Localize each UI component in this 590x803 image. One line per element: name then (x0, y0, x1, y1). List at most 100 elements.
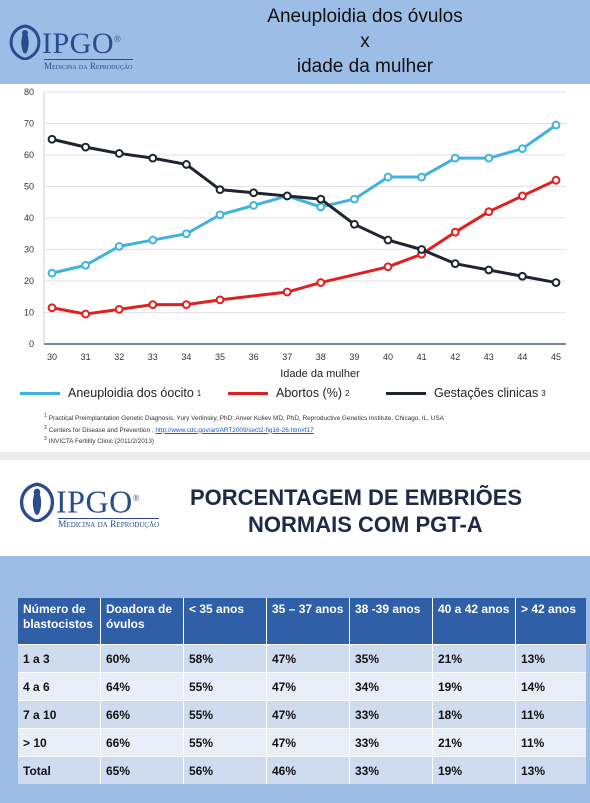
y-tick-label: 30 (24, 245, 34, 255)
data-point-1 (383, 262, 393, 272)
table-cell: 46% (266, 756, 350, 784)
data-point-1 (81, 309, 90, 319)
data-point-1 (518, 191, 527, 201)
series-line-2 (51, 137, 557, 285)
table-cell: 19% (432, 756, 516, 784)
legend-label-gestacoes: Gestações clinicas (434, 386, 539, 400)
data-point-2 (249, 188, 259, 198)
x-tick-label: 43 (484, 352, 494, 362)
y-tick-label: 80 (24, 87, 34, 97)
ipgo-emblem-icon (20, 482, 54, 522)
data-point-2 (114, 149, 124, 158)
data-point-1 (47, 303, 57, 313)
x-tick-label: 44 (517, 352, 527, 362)
x-tick-label: 35 (215, 352, 225, 362)
y-tick-label: 50 (24, 182, 34, 192)
table-cell: 18% (432, 700, 516, 729)
table-cell: 33% (349, 728, 433, 757)
table-cell: 55% (183, 728, 267, 757)
data-point-1 (282, 287, 292, 297)
reference-1: 1 Practical Preimplantation Genetic Diagn… (44, 413, 444, 423)
column-header: > 42 anos (515, 598, 586, 645)
data-point-2 (417, 245, 427, 254)
data-point-0 (484, 153, 494, 163)
table-cell: 55% (183, 700, 267, 729)
series-line-0 (51, 123, 557, 275)
x-tick-label: 32 (114, 352, 124, 362)
table-cell: 19% (432, 672, 516, 701)
data-point-1 (182, 300, 191, 310)
chart-title-line2: x (360, 31, 370, 52)
table-title: PORCENTAGEM DE EMBRIÕES NORMAIS COM PGT-… (190, 484, 522, 538)
x-tick-label: 31 (81, 352, 91, 362)
data-point-2 (450, 259, 460, 269)
table-cell: 56% (183, 756, 267, 784)
legend-item-aneuploidia: Aneuploidia dos óocito 1 (20, 386, 201, 400)
table-row: 4 a 6 64% 55% 47% 34% 19% 14% (18, 672, 586, 701)
data-point-2 (518, 271, 527, 281)
data-point-1 (215, 295, 225, 305)
table-cell: 58% (183, 644, 267, 673)
data-point-1 (148, 300, 158, 310)
reference-2: 2 Centers for Disease and Prevention , ht… (44, 424, 314, 434)
data-point-2 (148, 153, 158, 163)
ipgo-logo-2: IPGO® Medicina da Reprodução (18, 482, 160, 530)
x-axis-label: Idade da mulher (280, 368, 360, 380)
table-cell: Total (18, 756, 101, 784)
legend-item-gestacoes: Gestações clinicas 3 (386, 386, 546, 400)
column-header: 35 – 37 anos (266, 598, 350, 645)
ipgo-emblem-icon (9, 24, 41, 60)
logo-tagline: Medicina da Reprodução (58, 517, 160, 530)
data-point-0 (215, 210, 225, 220)
data-point-2 (383, 235, 393, 245)
data-point-2 (182, 160, 191, 169)
table-cell: 55% (183, 672, 267, 701)
data-point-2 (215, 185, 225, 195)
data-point-0 (182, 229, 191, 239)
line-chart: 0 10 20 30 40 50 60 70 80 30 31 32 33 34 35 36 37 38 39 40 4… (24, 87, 566, 380)
table-title-line1: PORCENTAGEM DE EMBRIÕES (190, 485, 523, 510)
data-point-1 (316, 278, 326, 287)
logo-wordmark: IPGO® (42, 27, 122, 60)
data-point-1 (484, 207, 494, 217)
data-point-0 (81, 260, 90, 270)
data-point-2 (47, 134, 57, 144)
table-cell: 21% (432, 644, 516, 673)
table-row: > 10 66% 55% 47% 33% 21% 11% (18, 728, 586, 757)
y-tick-label: 0 (29, 339, 34, 349)
data-point-0 (114, 241, 124, 251)
chart-title-line3: idade da mulher (296, 56, 434, 77)
data-point-0 (249, 201, 259, 210)
legend-swatch-aneuploidia (20, 391, 60, 395)
table-cell: 33% (349, 756, 433, 784)
data-point-0 (518, 144, 527, 154)
data-point-2 (551, 278, 561, 287)
table-header: IPGO® Medicina da Reprodução PORCENTAGEM… (0, 460, 590, 556)
reference-2-link[interactable]: http://www.cdc.gov/art/ART2009/sect2-fig… (155, 426, 314, 434)
column-header: 38 -39 anos (349, 598, 433, 645)
x-tick-label: 42 (450, 352, 460, 362)
table-cell: 65% (100, 756, 184, 784)
table-cell: 64% (100, 672, 184, 701)
table-cell: 11% (515, 728, 586, 757)
table-row: 7 a 10 66% 55% 47% 33% 18% 11% (18, 700, 586, 729)
table-cell: 13% (515, 756, 586, 784)
y-tick-label: 60 (24, 150, 34, 160)
legend-label-abortos: Abortos (%) (276, 386, 342, 400)
table-cell: 47% (266, 728, 350, 757)
table-cell: 60% (100, 644, 184, 673)
x-tick-label: 34 (181, 352, 191, 362)
legend-swatch-abortos (228, 391, 268, 395)
x-tick-label: 40 (383, 352, 393, 362)
x-tick-label: 37 (282, 352, 292, 362)
table-cell: > 10 (18, 728, 101, 757)
legend-label-aneuploidia: Aneuploidia dos óocito (68, 386, 194, 400)
table-cell: 35% (349, 644, 433, 673)
y-tick-label: 20 (24, 276, 34, 286)
table-title-line2: NORMAIS COM PGT-A (248, 512, 483, 537)
data-point-0 (383, 172, 393, 182)
table-cell: 7 a 10 (18, 700, 101, 729)
table-cell: 4 a 6 (18, 672, 101, 701)
table-header-row: Número de blastocistos Doadora de óvulos… (18, 598, 586, 645)
data-point-1 (551, 175, 561, 185)
